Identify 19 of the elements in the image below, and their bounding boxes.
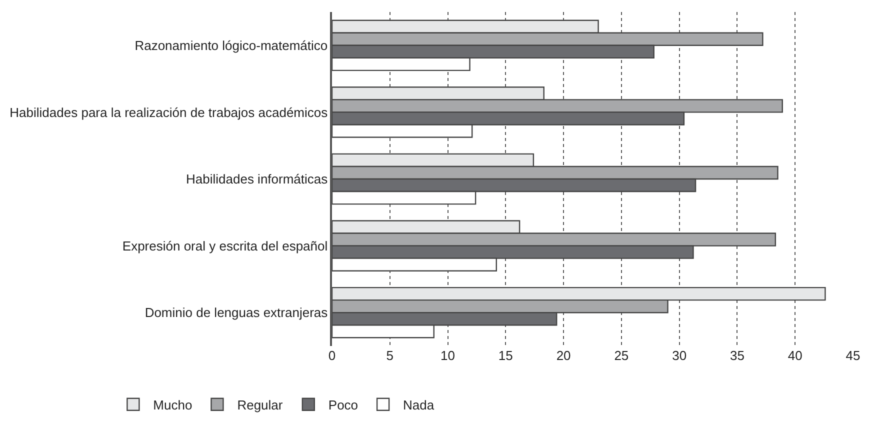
y-tick-label: Razonamiento lógico-matemático: [134, 38, 328, 53]
x-tick-label: 10: [440, 348, 456, 363]
legend-label: Nada: [403, 397, 435, 412]
x-tick-label: 20: [556, 348, 571, 363]
x-tick-label: 25: [614, 348, 629, 363]
x-tick-label: 30: [672, 348, 687, 363]
x-tick-label: 40: [788, 348, 802, 363]
y-tick-label: Habilidades para la realización de trabajos académicos: [10, 104, 328, 120]
x-tick-label: 45: [846, 348, 860, 363]
y-tick-label: Habilidades informáticas: [186, 172, 328, 187]
y-tick-label: Dominio de lenguas extranjeras: [144, 305, 328, 320]
y-tick-label: Expresión oral y escrita del español: [122, 238, 328, 254]
x-tick-label: 0: [328, 348, 336, 363]
legend-label: Regular: [237, 397, 284, 412]
x-tick-label: 35: [730, 348, 744, 363]
legend-label: Mucho: [153, 397, 192, 412]
x-tick-label: 5: [386, 348, 394, 363]
x-tick-label: 15: [498, 348, 513, 363]
legend-label: Poco: [328, 397, 358, 412]
